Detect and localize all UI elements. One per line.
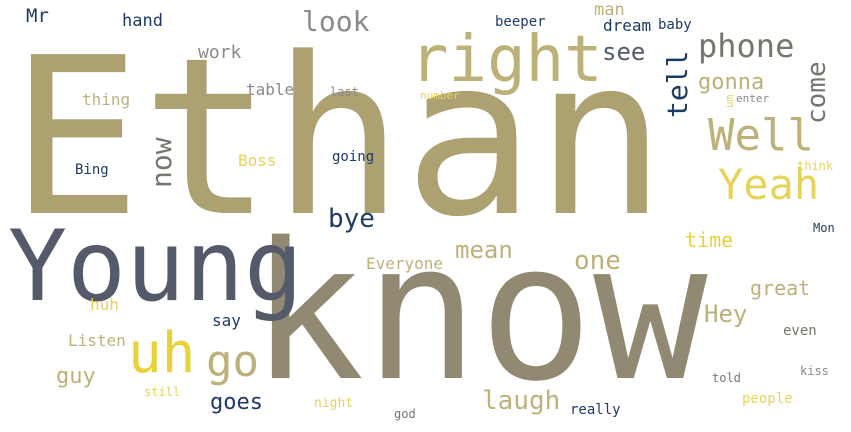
word-told: told — [712, 371, 741, 385]
word-man: man — [594, 0, 625, 20]
word-really: really — [570, 402, 621, 418]
word-laugh: laugh — [482, 386, 561, 416]
word-work: work — [198, 42, 242, 63]
word-hand: hand — [122, 11, 163, 31]
word-great: great — [750, 276, 811, 300]
word-tell: tell — [661, 50, 694, 118]
word-table: table — [246, 80, 295, 99]
word-kiss: kiss — [800, 364, 829, 378]
word-ethan: Ethan — [10, 12, 667, 265]
word-see: see — [602, 38, 646, 66]
word-baby: baby — [658, 17, 692, 33]
word-last: last — [330, 85, 359, 99]
word-one: one — [574, 246, 621, 276]
word-hey: Hey — [704, 300, 748, 328]
word-look: look — [302, 5, 370, 38]
word-listen: Listen — [68, 331, 126, 350]
word-yeah: Yeah — [718, 160, 820, 209]
word-dream: dream — [603, 16, 652, 35]
word-god: god — [394, 407, 416, 421]
word-goes: goes — [210, 390, 263, 415]
word-even: even — [783, 323, 817, 339]
word-mean: mean — [455, 236, 513, 264]
word-gonna: gonna — [698, 70, 765, 95]
word-time: time — [685, 228, 734, 252]
word-think: think — [797, 159, 834, 173]
word-huh: huh — [90, 295, 119, 314]
word-say: say — [212, 311, 241, 330]
word-mr: Mr — [26, 5, 49, 27]
word-come: come — [802, 61, 832, 124]
word-know: know — [250, 202, 708, 423]
word-still: still — [144, 385, 181, 399]
word-well: Well — [708, 110, 814, 161]
word-guy: guy — [56, 364, 96, 389]
word-going: going — [332, 149, 375, 165]
word-mon: Mon — [813, 221, 835, 235]
word-um: um — [723, 94, 736, 108]
word-thing: thing — [82, 90, 131, 109]
word-now: now — [145, 137, 178, 188]
word-young: Young — [8, 210, 304, 324]
word-go: go — [206, 336, 259, 387]
word-phone: phone — [698, 27, 795, 65]
word-people: people — [742, 391, 793, 407]
word-number: number — [420, 89, 460, 102]
word-boss: Boss — [238, 151, 277, 170]
word-enter: enter — [736, 92, 770, 105]
word-bye: bye — [328, 204, 375, 234]
word-bing: Bing — [75, 162, 109, 178]
word-night: night — [314, 396, 354, 411]
word-beeper: beeper — [495, 14, 546, 30]
word-uh: uh — [128, 321, 196, 386]
word-everyone: Everyone — [366, 254, 444, 273]
word-right: right — [410, 23, 603, 97]
